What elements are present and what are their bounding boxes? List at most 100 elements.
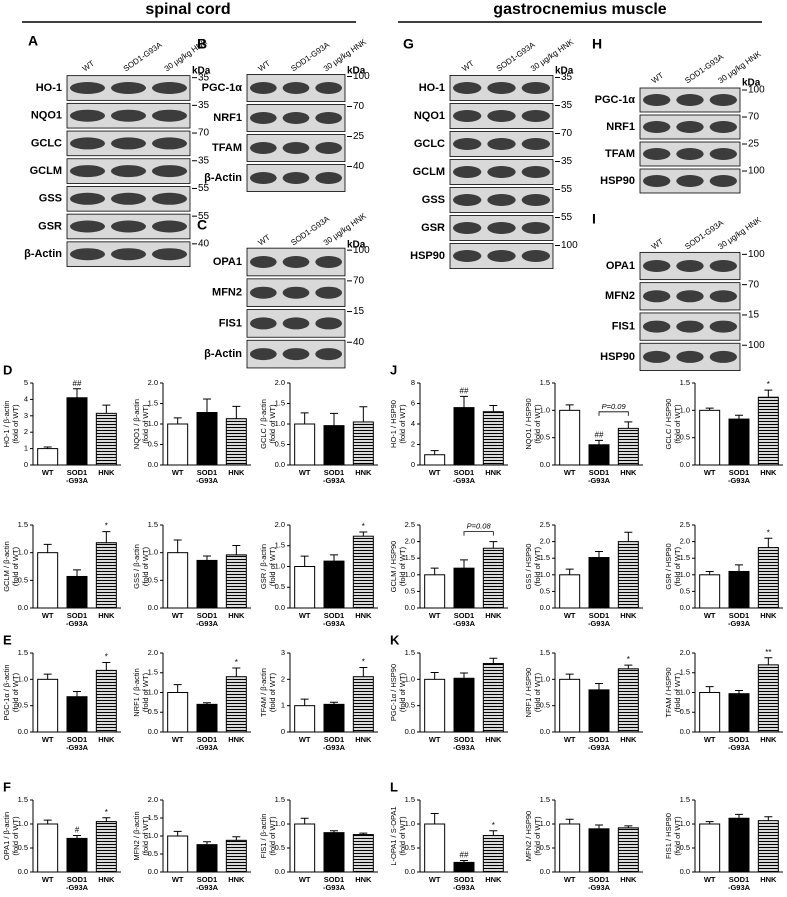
bar (294, 823, 316, 873)
bar (424, 454, 446, 466)
y-axis-label: (fold of WT) (673, 816, 682, 856)
section-title: gastrocnemius muscle (493, 1, 667, 18)
x-tick-label: SOD1 (67, 735, 87, 744)
bar (482, 411, 504, 466)
band (453, 194, 482, 206)
x-tick-label: -G93A (66, 619, 89, 628)
section-title: spinal cord (145, 1, 230, 18)
protein-label: NRF1 (606, 121, 635, 133)
x-tick-label: WT (172, 875, 184, 884)
marker-label: 35 (561, 156, 573, 167)
band (487, 110, 516, 122)
error-bar (73, 388, 81, 398)
band (250, 348, 277, 361)
error-bar (460, 672, 468, 679)
error-bar (203, 555, 211, 561)
lane-label: WT (460, 59, 475, 74)
band (487, 250, 516, 262)
y-axis-label: (fold of WT) (141, 546, 150, 586)
bracket (463, 531, 494, 536)
bar (757, 396, 779, 466)
bar (352, 535, 374, 609)
bar (196, 559, 218, 609)
band (709, 320, 737, 333)
y-tick-label: 0.0 (540, 460, 550, 469)
marker-label: 35 (198, 72, 210, 83)
protein-label: PGC-1α (595, 94, 636, 106)
y-axis-label: HO-1 / HSP90 (389, 400, 398, 448)
panel-letter: K (390, 632, 400, 647)
error-bar (565, 818, 574, 824)
x-tick-label: WT (704, 468, 716, 477)
band (111, 165, 146, 178)
bar (757, 820, 779, 873)
y-axis-label: (fold of WT) (398, 816, 407, 856)
bar (699, 692, 721, 733)
error-bar (300, 412, 309, 424)
bracket-label: P=0.08 (467, 522, 492, 531)
bar (66, 696, 88, 733)
band (487, 194, 516, 206)
y-tick-label: 0.0 (18, 603, 28, 612)
y-tick-label: 0.0 (18, 867, 28, 876)
band (453, 138, 482, 150)
error-bar (173, 684, 182, 693)
y-tick-label: 1 (281, 701, 285, 710)
error-bar (203, 702, 211, 705)
error-bar (565, 673, 574, 680)
band (152, 165, 187, 178)
band (709, 260, 737, 272)
y-tick-label: 2 (281, 674, 285, 683)
error-bar (330, 701, 338, 705)
y-axis-label: MFN2 / HSP90 (524, 811, 533, 861)
x-tick-label: -G93A (196, 619, 219, 628)
band (315, 172, 342, 184)
error-bar (173, 830, 182, 836)
protein-label: GSR (421, 222, 445, 234)
y-axis-label: L-OPA1 / S-OPA1 (389, 806, 398, 865)
bar (225, 676, 247, 733)
band (152, 82, 187, 94)
x-tick-label: -G93A (728, 619, 751, 628)
band (676, 175, 704, 187)
bracket (598, 411, 629, 416)
x-tick-label: SOD1 (454, 611, 474, 620)
y-axis-label: MFN2 / β-actin (132, 811, 141, 860)
bar (352, 834, 374, 873)
marker-label: 70 (353, 275, 365, 286)
error-bar (764, 537, 773, 548)
x-tick-label: HNK (228, 875, 245, 884)
y-axis-label: (fold of WT) (268, 672, 277, 712)
significance: ## (460, 386, 469, 395)
y-tick-label: 0.5 (18, 701, 28, 710)
x-tick-label: SOD1 (729, 611, 749, 620)
y-tick-label: 0.0 (680, 727, 690, 736)
band (315, 256, 342, 268)
y-tick-label: 0.0 (680, 603, 690, 612)
band (643, 94, 671, 106)
band (676, 290, 704, 303)
y-axis-label: (fold of WT) (533, 404, 542, 444)
band (152, 109, 187, 122)
band (453, 82, 482, 94)
y-tick-label: 0.5 (540, 586, 550, 595)
x-tick-label: WT (564, 875, 576, 884)
panel-letter: F (3, 779, 11, 794)
panel-letter: E (3, 632, 12, 647)
bar (617, 541, 639, 609)
significance: ## (73, 379, 82, 388)
error-bar (359, 531, 368, 537)
band (643, 320, 671, 333)
y-tick-label: 0.0 (148, 460, 158, 469)
lane-label: WT (257, 233, 272, 248)
marker-label: 15 (353, 306, 365, 317)
error-bar (102, 531, 111, 543)
y-tick-label: 0.0 (680, 867, 690, 876)
bracket-label: P=0.09 (602, 402, 627, 411)
band (487, 138, 516, 150)
error-bar (595, 551, 603, 558)
x-tick-label: SOD1 (197, 468, 217, 477)
x-tick-label: SOD1 (67, 468, 87, 477)
x-tick-label: -G93A (453, 883, 476, 892)
bar (323, 560, 345, 609)
